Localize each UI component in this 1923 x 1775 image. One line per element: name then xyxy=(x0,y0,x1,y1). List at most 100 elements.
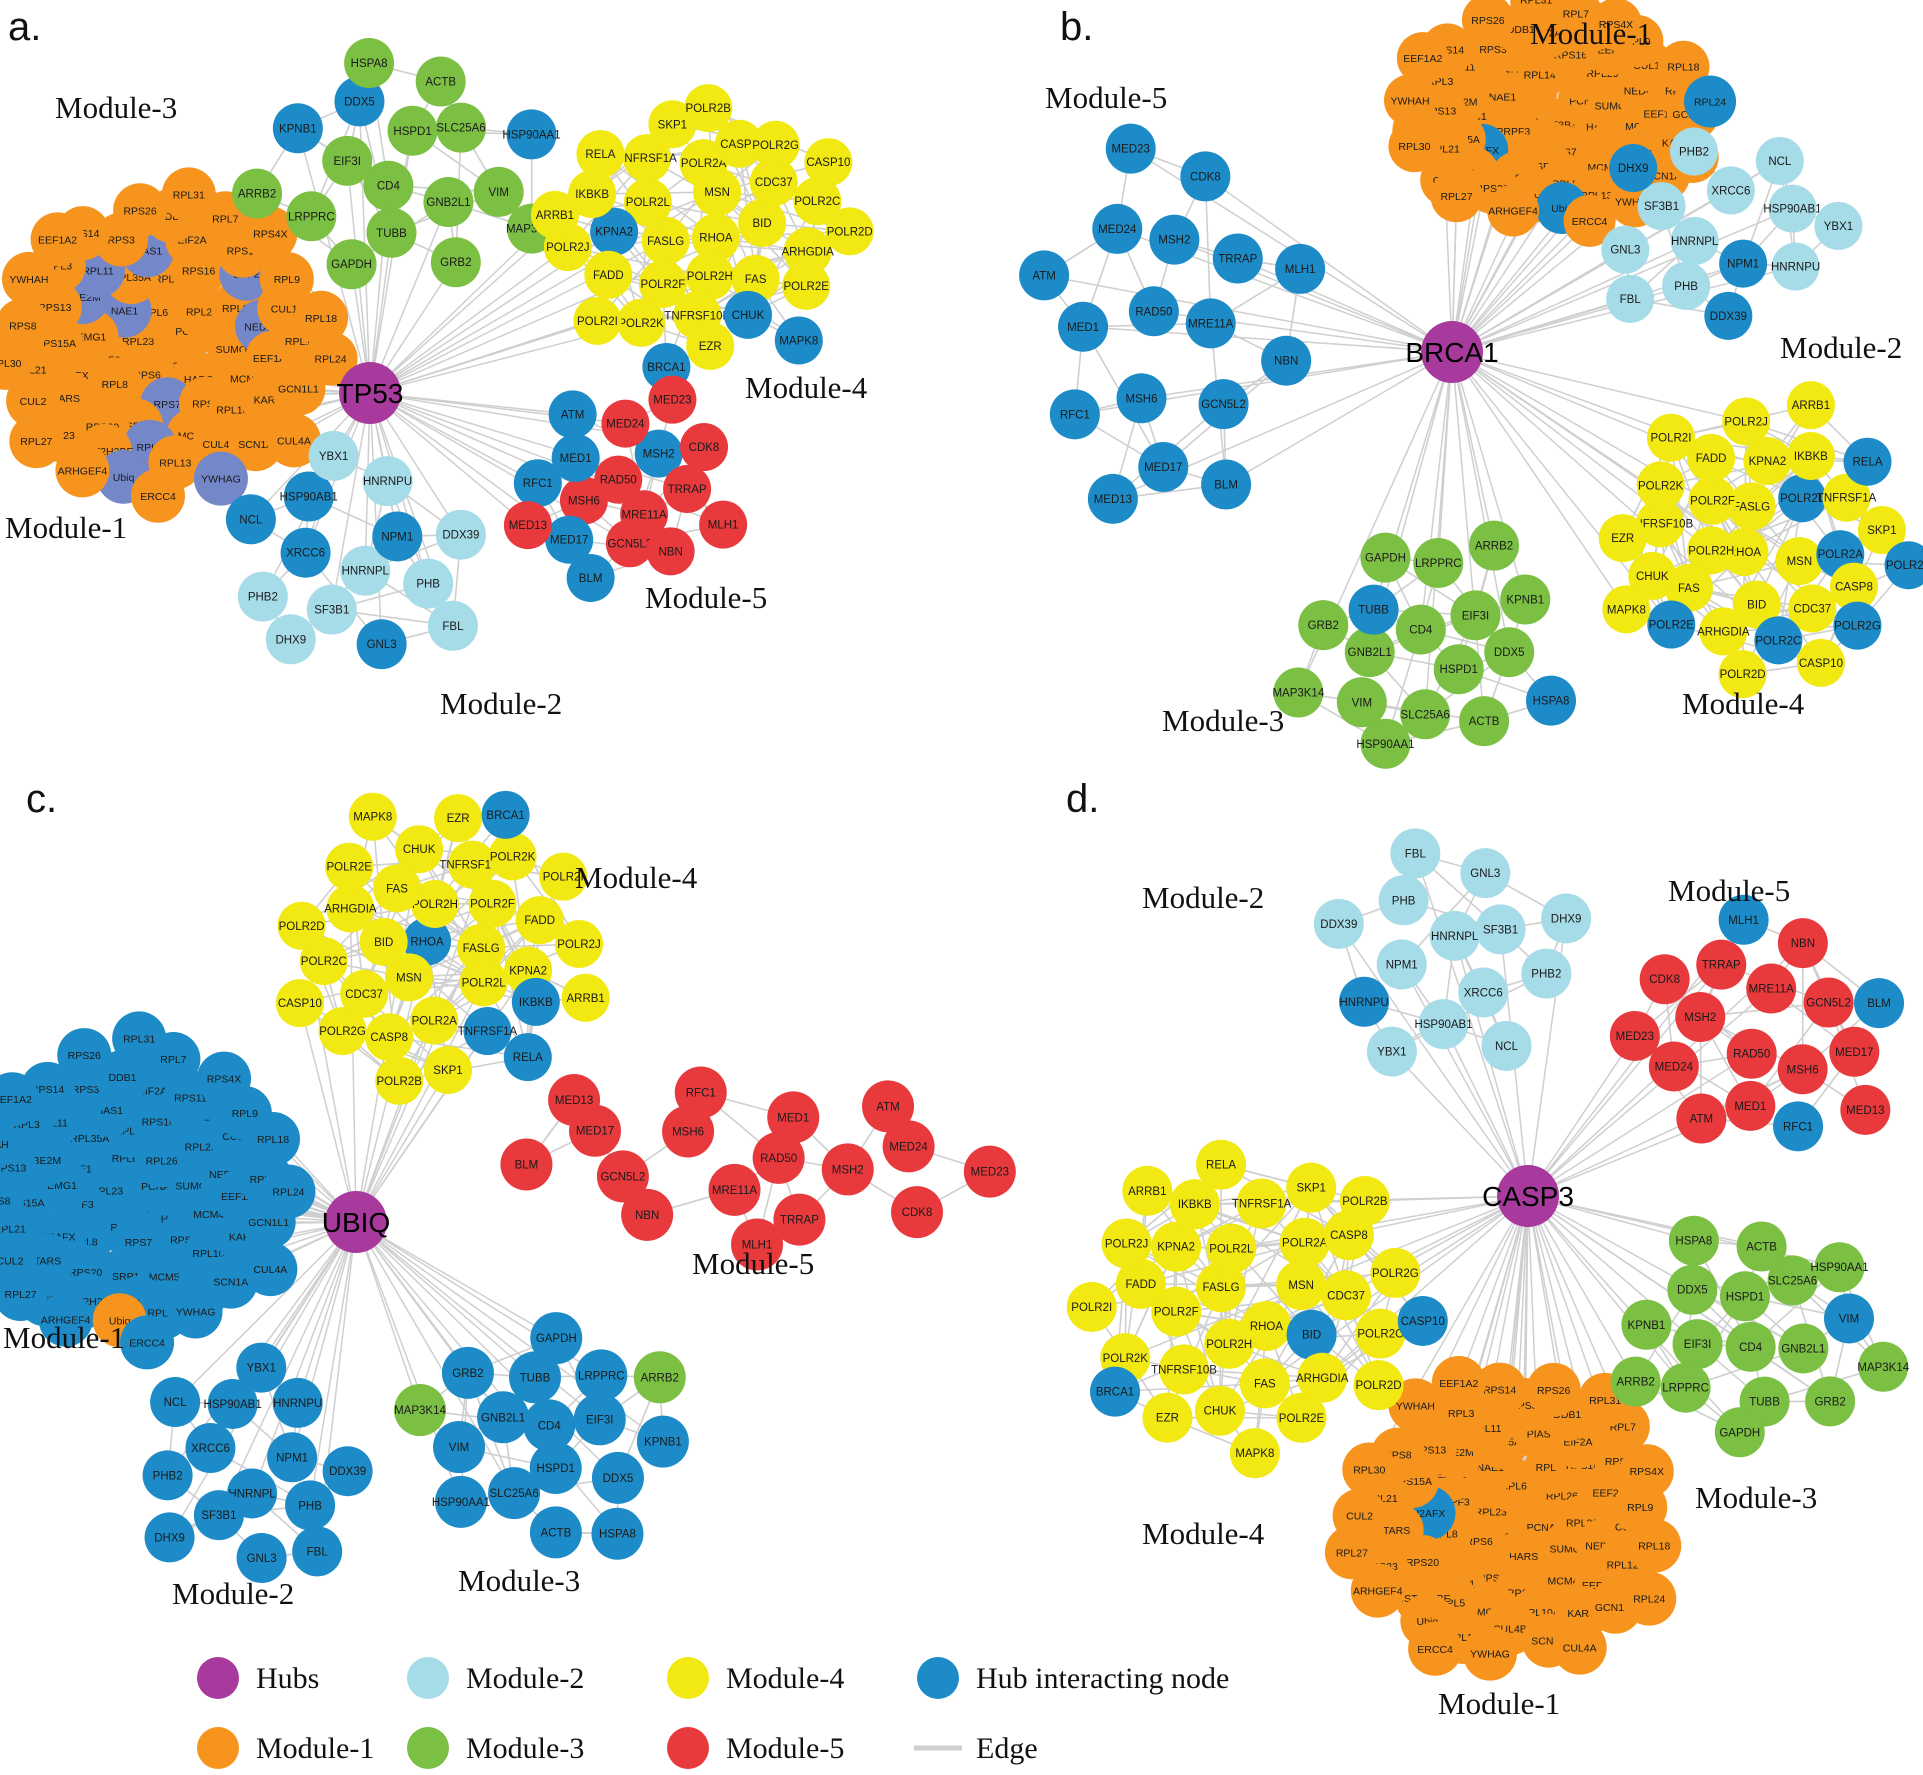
gene-node-label: ARRB1 xyxy=(566,993,604,1005)
gene-node-label: HSP90AB1 xyxy=(204,1399,262,1411)
gene-node-label: MSN xyxy=(1288,1280,1314,1292)
hub-edge xyxy=(1321,1195,1529,1379)
gene-node xyxy=(1066,1281,1117,1332)
gene-node xyxy=(774,316,823,365)
gene-node xyxy=(752,1131,805,1184)
gene-node-label: RELA xyxy=(585,149,615,161)
gene-node xyxy=(1487,184,1540,237)
gene-node xyxy=(862,1080,915,1133)
gene-node xyxy=(1552,1620,1607,1675)
gene-node xyxy=(1767,1255,1818,1306)
gene-node xyxy=(1,251,56,306)
gene-node-label: YWHAG xyxy=(1470,1649,1510,1661)
gene-node xyxy=(1773,1101,1824,1152)
gene-node xyxy=(359,917,408,966)
gene-node-label: EIF3I xyxy=(1462,610,1489,622)
gene-node xyxy=(530,190,579,239)
gene-node-label: MED13 xyxy=(509,520,547,532)
gene-node-label: FAS xyxy=(745,274,767,286)
gene-node-label: LRPPRC xyxy=(1662,1383,1709,1395)
gene-node-label: PHB2 xyxy=(1531,969,1561,981)
gene-node-label: EIF3I xyxy=(1684,1339,1711,1351)
gene-node-label: POLR2E xyxy=(1279,1413,1325,1425)
gene-node xyxy=(1376,939,1427,990)
gene-node-label: BLM xyxy=(1214,480,1238,492)
gene-node-label: RPL31 xyxy=(1589,1395,1621,1407)
gene-node-label: MCM5 xyxy=(149,1271,180,1283)
gene-node xyxy=(804,138,853,187)
gene-node-label: POLR2B xyxy=(1886,560,1923,572)
gene-node xyxy=(1201,459,1252,510)
gene-node xyxy=(1360,718,1411,769)
gene-node-label: EEF1A2 xyxy=(1439,1378,1478,1390)
gene-node-label: CUL2 xyxy=(20,396,47,408)
gene-node xyxy=(265,614,316,665)
gene-node-label: CDC37 xyxy=(345,989,383,1001)
gene-node-label: ERCC4 xyxy=(1417,1644,1453,1656)
gene-node xyxy=(638,259,687,308)
gene-node-label: POLR2L xyxy=(1780,493,1825,505)
gene-node-label: HNRNPU xyxy=(1771,262,1820,274)
gene-node-label: GNL3 xyxy=(367,639,397,651)
gene-node-label: SF3B1 xyxy=(1483,924,1518,936)
gene-node-label: XRCC6 xyxy=(286,548,325,560)
gene-node xyxy=(372,511,423,562)
gene-node-label: POLR2F xyxy=(641,279,686,291)
gene-node xyxy=(1662,261,1711,310)
gene-node xyxy=(1384,74,1437,127)
hub-edge xyxy=(297,1221,357,1404)
gene-node xyxy=(1771,242,1820,291)
gene-node-label: NCL xyxy=(164,1397,188,1409)
gene-node-label: TNFRSF1A xyxy=(1232,1199,1292,1211)
hub-edge xyxy=(1442,1023,1529,1197)
panel-c-nodes: SF3B3RPL23PCNARPS6RPL6HARSPRPF3RPL26RPS7… xyxy=(0,790,1016,1583)
gene-node-label: RPL26 xyxy=(146,1155,178,1167)
gene-node-label: POLR2K xyxy=(1638,480,1684,492)
gene-node xyxy=(427,600,478,651)
gene-node-label: PHB xyxy=(298,1500,322,1512)
gene-node xyxy=(292,1526,343,1577)
gene-node xyxy=(1777,918,1828,969)
gene-node-label: RFC1 xyxy=(1060,409,1090,421)
gene-node xyxy=(193,451,248,506)
gene-node xyxy=(1746,963,1797,1014)
panel-d-labels: d. Module-1 Module-2 Module-5 Module-4 Module… xyxy=(1066,777,1817,1721)
gene-node xyxy=(1058,301,1109,352)
legend-label: Module-4 xyxy=(726,1662,844,1695)
gene-node xyxy=(1342,1442,1397,1497)
gene-node xyxy=(275,979,324,1028)
gene-node-label: CUL4B xyxy=(203,439,237,451)
gene-node xyxy=(573,296,622,345)
gene-node-label: BRCA1 xyxy=(486,810,524,822)
gene-node-label: HSP90AA1 xyxy=(1810,1262,1868,1274)
gene-node xyxy=(1185,298,1236,349)
gene-node-label: HNRNPL xyxy=(228,1488,276,1500)
gene-node-label: FASLG xyxy=(647,236,684,248)
gene-node-label: VIM xyxy=(488,187,508,199)
gene-node xyxy=(1778,474,1827,523)
legend-label: Module-5 xyxy=(726,1732,844,1765)
gene-node xyxy=(1298,600,1349,651)
gene-node xyxy=(573,1393,626,1446)
gene-node xyxy=(1276,1392,1327,1443)
gene-node xyxy=(356,619,407,670)
gene-node-label: POLR2L xyxy=(462,977,507,989)
gene-node xyxy=(236,1342,287,1393)
gene-node-label: IKBKB xyxy=(1794,451,1828,463)
hub-edge xyxy=(1338,923,1529,1197)
gene-node xyxy=(523,1399,576,1452)
gene-node-label: EMG1 xyxy=(77,332,107,344)
gene-node-label: FADD xyxy=(524,915,555,927)
gene-node-label: POLR2F xyxy=(470,899,515,911)
gene-node xyxy=(1128,286,1179,337)
gene-node-label: Ubiq xyxy=(109,1315,131,1327)
gene-node-label: HSP90AB1 xyxy=(1763,204,1821,216)
legend-label: Hubs xyxy=(256,1662,319,1695)
gene-node-label: RPL29 xyxy=(185,1141,217,1153)
gene-node-label: MSH2 xyxy=(1684,1012,1716,1024)
gene-node xyxy=(363,160,414,211)
gene-node xyxy=(1829,562,1878,611)
gene-node xyxy=(1814,201,1863,250)
gene-node-label: KPNB1 xyxy=(279,123,317,135)
gene-node xyxy=(1549,0,1602,40)
